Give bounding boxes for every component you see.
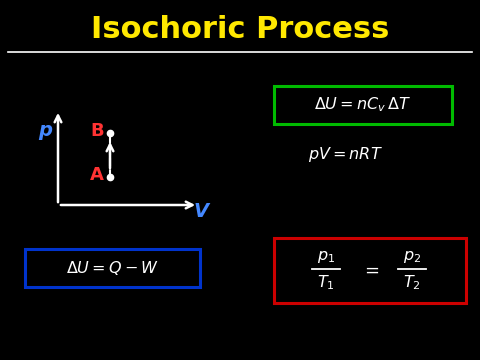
Text: B: B: [90, 122, 104, 140]
Text: p: p: [38, 121, 52, 139]
Text: $p_1$: $p_1$: [317, 249, 335, 265]
Text: $\Delta U = Q - W$: $\Delta U = Q - W$: [66, 259, 158, 277]
Text: $=$: $=$: [360, 261, 379, 279]
Text: $p_2$: $p_2$: [403, 249, 421, 265]
Text: $T_2$: $T_2$: [403, 274, 421, 292]
Text: $\Delta U = nC_v\,\Delta T$: $\Delta U = nC_v\,\Delta T$: [314, 96, 411, 114]
Bar: [274, 238, 466, 302]
Text: V: V: [193, 202, 209, 221]
Bar: [24, 249, 200, 287]
Text: Isochoric Process: Isochoric Process: [91, 15, 389, 45]
Bar: [274, 86, 452, 124]
Text: $pV = nRT$: $pV = nRT$: [308, 145, 383, 165]
Text: A: A: [90, 166, 104, 184]
Text: $T_1$: $T_1$: [317, 274, 335, 292]
